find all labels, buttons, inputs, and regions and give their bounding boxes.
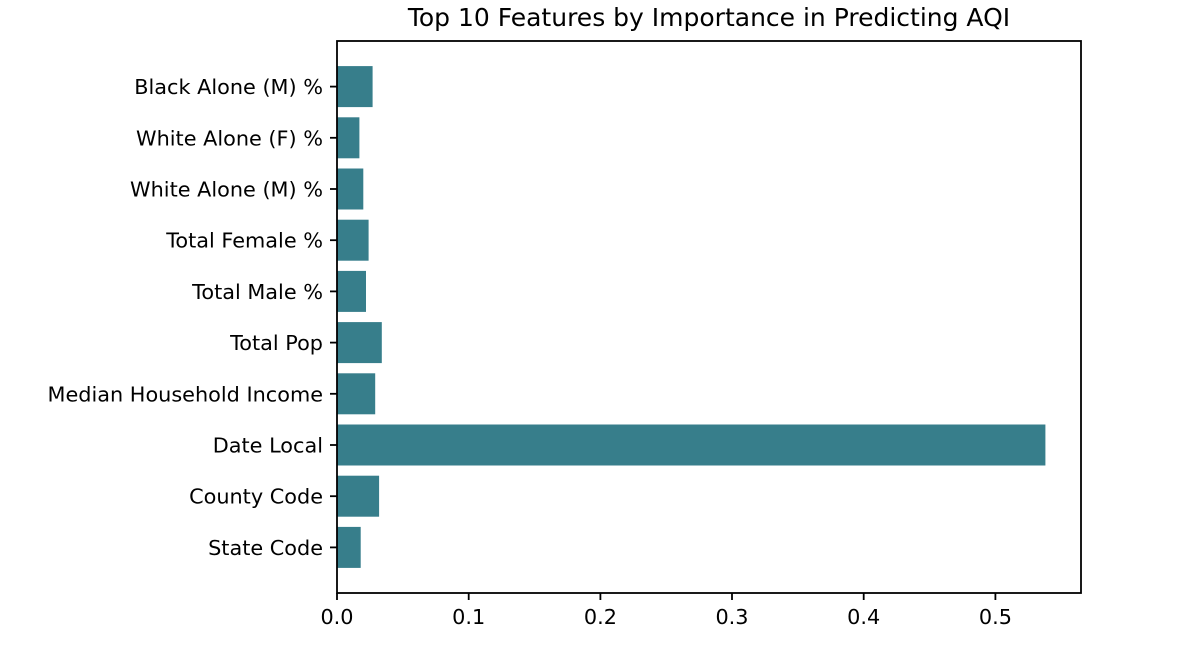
y-tick-label: Total Female % xyxy=(165,229,323,253)
bar xyxy=(337,168,364,210)
y-tick-label: Total Male % xyxy=(191,280,323,304)
plot-border xyxy=(336,40,1082,594)
bar xyxy=(337,373,376,415)
y-tick-label: Date Local xyxy=(213,434,323,458)
bar xyxy=(337,322,382,364)
y-tick-label: Black Alone (M) % xyxy=(134,75,323,99)
y-tick-label: Total Pop xyxy=(229,331,323,355)
x-tick-label: 0.3 xyxy=(715,605,748,629)
y-tick-label: County Code xyxy=(189,485,323,509)
y-tick-label: White Alone (F) % xyxy=(136,126,323,150)
x-tick-label: 0.0 xyxy=(320,605,353,629)
x-tick-label: 0.1 xyxy=(452,605,485,629)
bar xyxy=(337,117,360,159)
x-tick-label: 0.4 xyxy=(847,605,880,629)
bar xyxy=(337,219,369,261)
bar xyxy=(337,475,380,517)
y-tick-label: White Alone (M) % xyxy=(130,178,323,202)
y-tick-label: Median Household Income xyxy=(48,382,323,406)
bar xyxy=(337,270,366,312)
bar xyxy=(337,424,1046,466)
bar xyxy=(337,526,361,568)
chart-title: Top 10 Features by Importance in Predict… xyxy=(407,3,1011,32)
bar xyxy=(337,66,373,108)
x-tick-label: 0.5 xyxy=(979,605,1012,629)
y-tick-label: State Code xyxy=(208,536,323,560)
x-tick-label: 0.2 xyxy=(584,605,617,629)
